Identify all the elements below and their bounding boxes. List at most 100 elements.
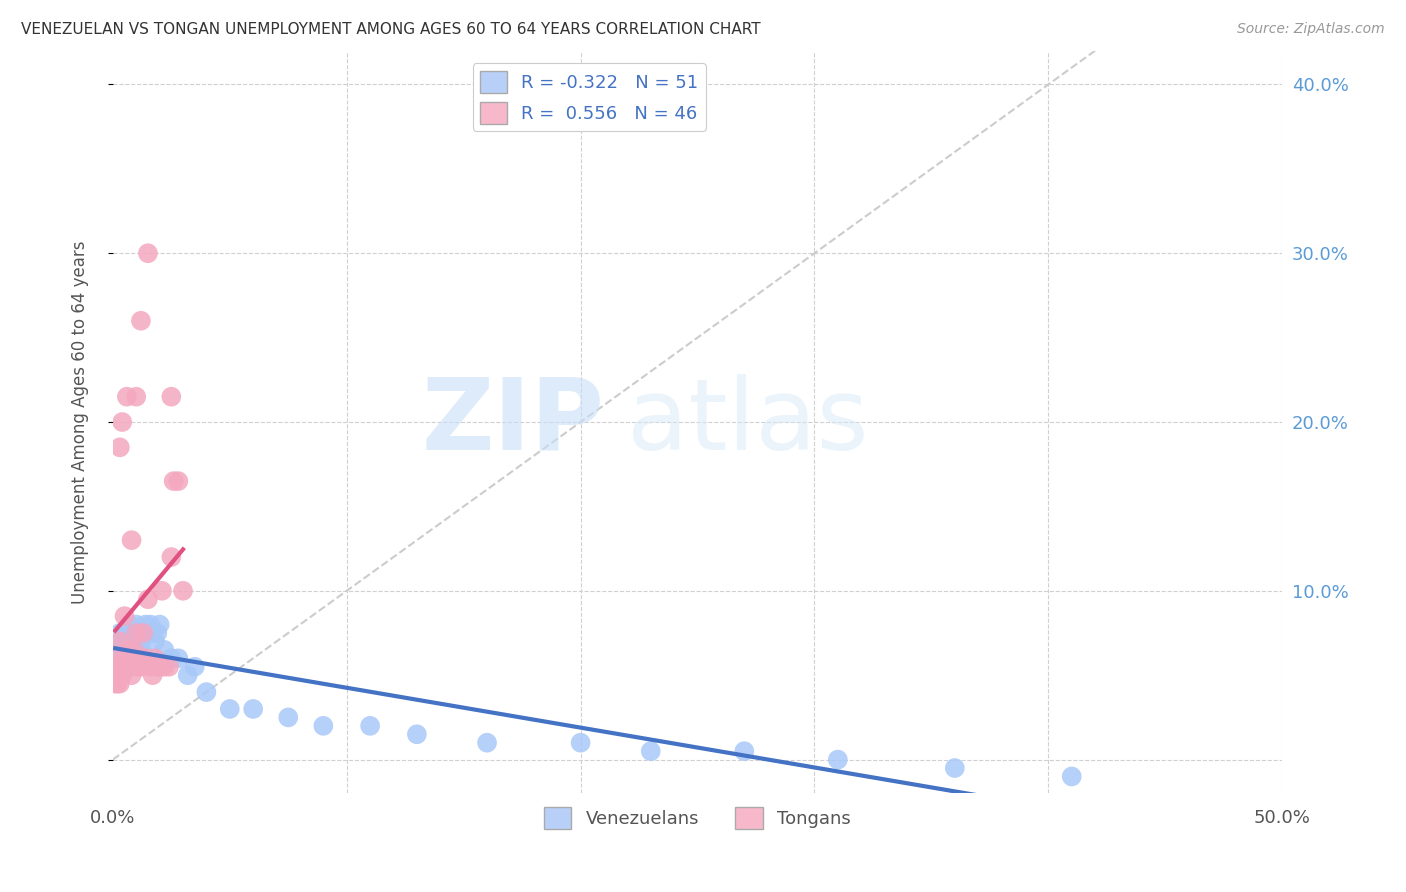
Point (129, 314, 152, 328)
Point (115, 659, 138, 673)
Point (122, 651, 145, 665)
Point (827, 753, 849, 767)
Point (218, 702, 240, 716)
Point (108, 626, 131, 640)
Point (132, 626, 155, 640)
Point (111, 634, 134, 648)
Point (136, 592, 159, 607)
Point (142, 668, 165, 682)
Point (149, 617, 172, 632)
Point (121, 651, 143, 665)
Point (153, 643, 176, 657)
Point (115, 390, 138, 404)
Point (111, 668, 134, 682)
Point (150, 583, 173, 598)
Point (114, 651, 136, 665)
Point (569, 736, 592, 750)
Text: atlas: atlas (627, 374, 869, 470)
Point (136, 626, 159, 640)
Y-axis label: Unemployment Among Ages 60 to 64 years: Unemployment Among Ages 60 to 64 years (72, 240, 89, 604)
Point (146, 626, 169, 640)
Point (143, 651, 166, 665)
Point (160, 651, 183, 665)
Point (128, 634, 150, 648)
Point (183, 659, 205, 673)
Point (114, 626, 136, 640)
Point (195, 685, 218, 699)
Point (129, 634, 152, 648)
Point (149, 659, 172, 673)
Point (108, 634, 131, 648)
Point (135, 651, 157, 665)
Point (107, 651, 129, 665)
Text: VENEZUELAN VS TONGAN UNEMPLOYMENT AMONG AGES 60 TO 64 YEARS CORRELATION CHART: VENEZUELAN VS TONGAN UNEMPLOYMENT AMONG … (21, 22, 761, 37)
Point (172, 583, 194, 598)
Point (121, 533, 143, 548)
Point (129, 643, 152, 657)
Point (118, 659, 141, 673)
Point (475, 736, 498, 750)
Point (108, 676, 131, 690)
Point (128, 626, 150, 640)
Point (115, 659, 138, 673)
Point (122, 643, 145, 657)
Point (114, 651, 136, 665)
Legend: Venezuelans, Tongans: Venezuelans, Tongans (537, 800, 858, 837)
Text: Source: ZipAtlas.com: Source: ZipAtlas.com (1237, 22, 1385, 37)
Point (111, 415, 134, 429)
Point (108, 651, 131, 665)
Point (104, 659, 127, 673)
Point (104, 676, 127, 690)
Point (143, 634, 166, 648)
Point (125, 643, 148, 657)
Point (115, 643, 138, 657)
Point (122, 634, 145, 648)
Point (163, 474, 186, 488)
Point (115, 651, 138, 665)
Point (136, 246, 159, 260)
Point (135, 617, 157, 632)
Point (107, 659, 129, 673)
Point (125, 390, 148, 404)
Point (125, 651, 148, 665)
Point (157, 659, 180, 673)
Point (122, 643, 145, 657)
Point (128, 659, 150, 673)
Point (107, 676, 129, 690)
Point (359, 719, 381, 733)
Point (312, 719, 335, 733)
Point (115, 643, 138, 657)
Point (118, 651, 141, 665)
Point (160, 390, 183, 404)
Point (1060, 769, 1083, 783)
Point (406, 727, 429, 741)
Point (132, 626, 155, 640)
Point (111, 659, 134, 673)
Point (118, 643, 141, 657)
Point (125, 617, 148, 632)
Point (111, 668, 134, 682)
Point (167, 474, 190, 488)
Point (733, 744, 755, 758)
Point (176, 668, 198, 682)
Point (125, 626, 148, 640)
Point (121, 668, 143, 682)
Point (943, 761, 966, 775)
Point (146, 659, 169, 673)
Point (640, 744, 662, 758)
Point (142, 626, 165, 640)
Point (153, 659, 176, 673)
Point (242, 702, 264, 716)
Point (121, 626, 143, 640)
Point (108, 440, 131, 454)
Point (121, 659, 143, 673)
Point (139, 617, 162, 632)
Point (132, 651, 155, 665)
Point (114, 609, 136, 624)
Point (160, 549, 183, 564)
Text: ZIP: ZIP (422, 374, 605, 470)
Point (277, 710, 299, 724)
Point (132, 651, 155, 665)
Point (104, 643, 127, 657)
Point (139, 659, 162, 673)
